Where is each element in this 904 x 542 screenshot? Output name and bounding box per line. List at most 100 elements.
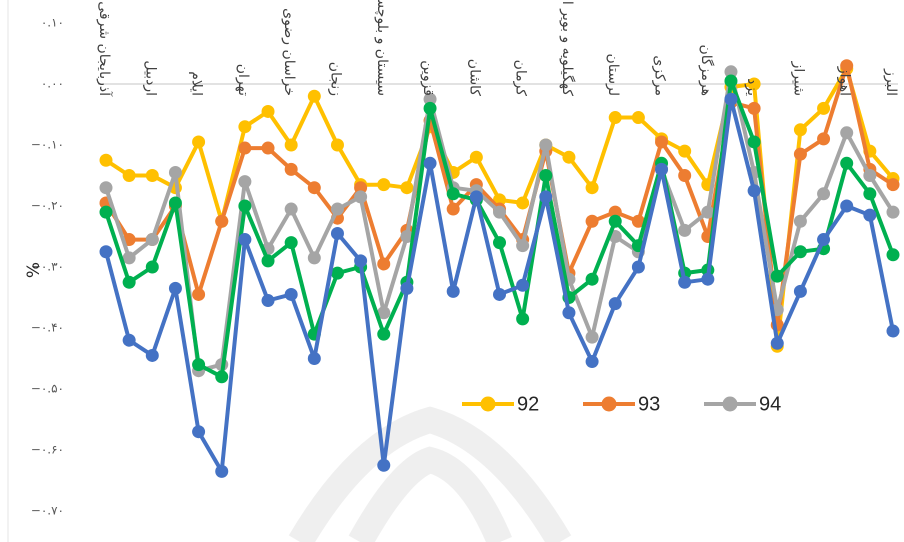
y-tick-label: ۰.۰۰ [41,77,64,91]
category-label: زنجان [328,62,344,96]
category-labels: آذربایجان شرقی اردبیل ایلام تهران خراسان رضو… [96,0,899,97]
data-point [585,355,599,369]
data-point [99,181,113,195]
data-point [446,284,460,298]
data-point [192,425,206,439]
data-point [793,147,807,161]
data-point [99,245,113,259]
data-point [886,248,900,262]
data-point [168,281,182,295]
y-axis-ticks: ۰.۱۰ ۰.۰۰ −۰.۱۰ −۰.۲۰ −۰.۳۰ −۰.۴۰ −۰.۵۰ −۰.۶۰ −۰… [31,16,64,518]
data-point [238,199,252,213]
category-label: اهواز [837,66,853,96]
category-label: کهگیلویه و بویر احمد [559,0,576,96]
data-point [678,223,692,237]
data-point [747,77,761,91]
data-point [400,181,414,195]
data-point [168,165,182,179]
y-tick-label: −۰.۴۰ [31,321,64,335]
data-point [840,199,854,213]
legend-label: 94 [759,393,781,415]
y-tick-label: −۰.۲۰ [31,199,64,213]
data-point [817,187,831,201]
data-point [122,333,136,347]
data-point [145,348,159,362]
y-tick-label: ۰.۱۰ [41,16,64,30]
data-point [747,184,761,198]
data-point [168,196,182,210]
data-point [886,205,900,219]
data-point [516,239,530,253]
data-point [863,187,877,201]
data-point [840,59,854,73]
data-point [215,370,229,384]
data-point [284,162,298,176]
data-point [747,135,761,149]
data-point [330,266,344,280]
watermark [288,406,572,542]
data-point [469,150,483,164]
data-point [284,138,298,152]
data-point [631,260,645,274]
data-point [377,178,391,192]
data-point [701,272,715,286]
category-label: کرمان [513,60,529,97]
data-point [770,269,784,283]
data-point [354,254,368,268]
data-point [377,458,391,472]
legend-item: 94 [704,393,781,415]
data-point [655,135,669,149]
data-point [493,205,506,219]
data-point [145,169,159,182]
category-label: لرستان [605,54,621,97]
data-point [307,352,321,365]
data-point [192,358,206,372]
series-4 [99,92,900,478]
data-point [423,156,437,170]
data-point [215,214,229,228]
category-label: کاشان [466,59,482,97]
data-point [469,190,483,204]
legend-label: 93 [638,393,660,415]
data-point [423,92,437,106]
data-point [793,214,807,228]
category-label: قزوین [420,60,436,96]
data-point [145,233,159,247]
data-point [678,169,692,182]
data-point [493,287,506,301]
data-point [330,226,344,240]
data-point [817,132,831,146]
data-point [145,260,159,274]
data-point [284,287,298,301]
category-label: اردبیل [142,60,158,96]
data-point [562,306,576,320]
data-point [539,190,553,204]
data-point [284,202,298,216]
data-point [539,138,553,152]
data-point [400,230,414,243]
data-point [701,205,715,219]
data-point [608,297,622,311]
category-label: تهران [235,64,251,96]
category-label: مرکزی [652,55,668,96]
data-point [261,254,275,268]
category-label: یزد [744,78,760,96]
data-point [631,111,645,125]
y-tick-label: −۰.۱۰ [31,138,64,152]
data-point [99,205,113,219]
data-point [377,306,391,320]
category-label: خراسان رضوی [281,8,297,96]
data-point [330,202,344,216]
data-point [793,245,807,259]
data-point [122,275,136,289]
data-point [840,126,854,140]
data-point [678,275,692,289]
data-point [330,138,344,152]
y-tick-label: −۰.۷۰ [31,504,64,518]
data-point [238,175,252,189]
data-point [608,214,622,228]
data-point [99,153,113,167]
legend-swatch-marker [601,396,617,412]
data-point [562,150,576,164]
